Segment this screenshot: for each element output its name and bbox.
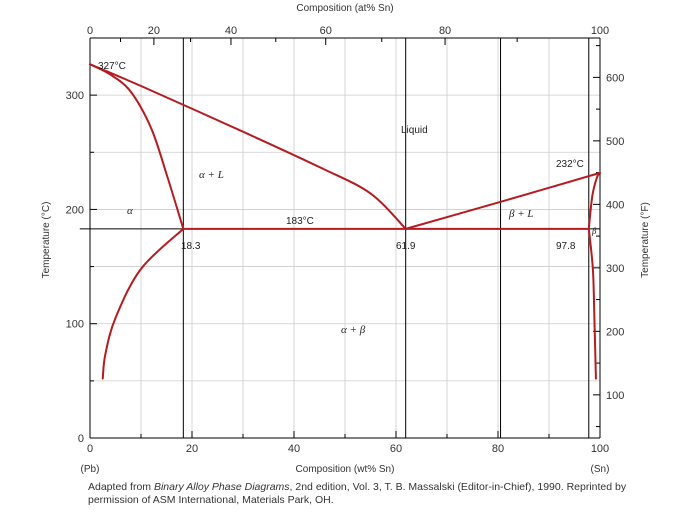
top-tick-label: 80 <box>439 25 451 37</box>
right-tick-label: 100 <box>606 390 624 402</box>
top-axis-label: Composition (at% Sn) <box>296 3 393 14</box>
y-tick-label: 100 <box>66 319 84 331</box>
label-liquid: Liquid <box>401 125 428 136</box>
phase-boundary-4 <box>404 171 601 230</box>
label-alpha: α <box>127 205 133 217</box>
right-tick-label: 500 <box>606 136 624 148</box>
top-axis-ticks: 0 20 40 60 80 100 <box>87 25 609 45</box>
x-tick-label: 20 <box>186 443 198 455</box>
y-axis-label: Temperature (°C) <box>41 202 52 279</box>
x-axis-label: Composition (wt% Sn) <box>296 464 395 475</box>
x-tick-label: 100 <box>591 443 609 455</box>
right-axis-ticks: 100 200 300 400 500 600 <box>593 45 624 428</box>
top-tick-label: 20 <box>148 25 160 37</box>
caption-suffix: , 2nd edition, Vol. 3, T. B. Massalski (… <box>88 481 627 506</box>
x-tick-label: 80 <box>492 443 504 455</box>
phase-boundary-1 <box>89 63 185 230</box>
figure-caption: Adapted from Binary Alloy Phase Diagrams… <box>88 481 668 507</box>
top-tick-label: 100 <box>591 25 609 37</box>
x-end-label-right: (Sn) <box>591 464 610 475</box>
y-axis-label-right: Temperature (°F) <box>640 202 651 278</box>
phase-boundary-2 <box>89 63 407 230</box>
y-axis-ticks: 0 100 200 300 <box>66 37 97 445</box>
phase-boundary-7 <box>587 227 597 380</box>
top-tick-label: 60 <box>320 25 332 37</box>
label-eutectic-temp: 183°C <box>286 216 314 227</box>
phase-boundary-6 <box>101 227 185 380</box>
x-axis-ticks: 0 20 40 60 80 100 <box>87 431 609 455</box>
label-comp-97-8: 97.8 <box>556 241 576 252</box>
label-alpha-beta: α + β <box>341 324 366 336</box>
y-tick-label: 300 <box>66 90 84 102</box>
right-tick-label: 300 <box>606 263 624 275</box>
caption-prefix: Adapted from <box>88 481 154 493</box>
label-comp-61-9: 61.9 <box>396 241 416 252</box>
grid <box>90 38 600 438</box>
top-tick-label: 40 <box>225 25 237 37</box>
right-tick-label: 600 <box>606 72 624 84</box>
y-tick-label: 0 <box>78 433 84 445</box>
x-tick-label: 40 <box>288 443 300 455</box>
phase-boundaries <box>89 63 601 380</box>
right-tick-label: 400 <box>606 199 624 211</box>
label-beta-liquid: β + L <box>508 208 534 220</box>
caption-book-title: Binary Alloy Phase Diagrams <box>153 481 290 493</box>
label-beta: β <box>591 226 597 236</box>
label-pb-melting: 327°C <box>98 61 126 72</box>
label-sn-melting: 232°C <box>556 159 584 170</box>
phase-boundary-5 <box>587 171 601 230</box>
x-tick-label: 0 <box>87 443 93 455</box>
x-end-label-left: (Pb) <box>81 464 100 475</box>
top-tick-label: 0 <box>87 25 93 37</box>
y-tick-label: 200 <box>66 204 84 216</box>
label-alpha-liquid: α + L <box>199 169 224 181</box>
label-comp-18-3: 18.3 <box>181 241 201 252</box>
right-tick-label: 200 <box>606 326 624 338</box>
x-tick-label: 60 <box>390 443 402 455</box>
phase-diagram: 0 20 40 60 80 100 0 20 40 60 80 100 0 100 200 300 100… <box>41 3 651 475</box>
